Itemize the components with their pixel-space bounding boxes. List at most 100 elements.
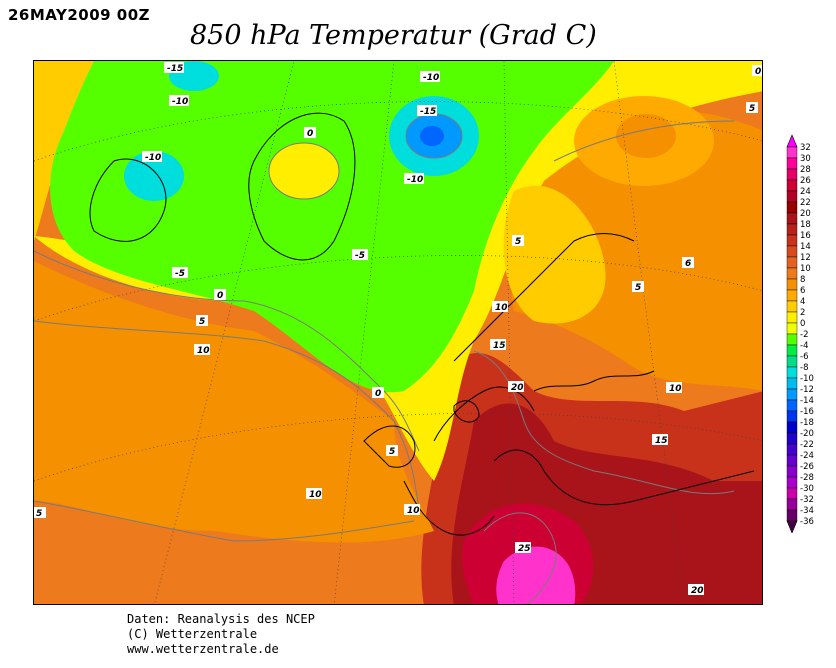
legend-label: 8 xyxy=(800,275,805,285)
contour-label: 5 xyxy=(34,507,46,519)
svg-text:0: 0 xyxy=(217,291,223,301)
legend-label: -30 xyxy=(800,484,814,494)
svg-text:10: 10 xyxy=(495,303,508,313)
svg-text:-10: -10 xyxy=(172,97,188,107)
footer-data-source: Daten: Reanalysis des NCEP xyxy=(127,612,315,626)
legend-label: -18 xyxy=(800,418,814,428)
contour-label: 0 xyxy=(304,127,316,139)
legend-swatch xyxy=(786,300,798,313)
legend-label: 12 xyxy=(800,253,811,263)
map-svg: -15 -10 -10 -15 -10 -10 0 -5 -5 0 5 10 0… xyxy=(34,61,762,604)
contour-label: 5 xyxy=(386,445,398,457)
legend-swatch xyxy=(786,487,798,500)
legend-swatch xyxy=(786,377,798,390)
legend-swatch xyxy=(786,267,798,280)
contour-label: -10 xyxy=(420,71,440,83)
svg-text:-15: -15 xyxy=(420,107,436,117)
legend-label: -24 xyxy=(800,451,814,461)
svg-text:25: 25 xyxy=(518,544,531,554)
legend-swatch xyxy=(786,234,798,247)
legend-label: -26 xyxy=(800,462,814,472)
legend-label: -12 xyxy=(800,385,814,395)
legend-label: 20 xyxy=(800,209,811,219)
contour-label: 10 xyxy=(492,301,508,313)
legend-swatch xyxy=(786,190,798,203)
temperature-map: -15 -10 -10 -15 -10 -10 0 -5 -5 0 5 10 0… xyxy=(33,60,763,605)
legend-swatch xyxy=(786,223,798,236)
legend-swatch xyxy=(786,322,798,335)
contour-label: -10 xyxy=(404,173,424,185)
legend-swatch xyxy=(786,289,798,302)
contour-label: -15 xyxy=(417,105,437,117)
contour-label: 0 xyxy=(214,289,226,301)
svg-text:0: 0 xyxy=(375,389,381,399)
legend-swatch xyxy=(786,410,798,423)
legend-swatch xyxy=(786,388,798,401)
legend-label: -36 xyxy=(800,517,814,527)
legend-label: -22 xyxy=(800,440,814,450)
legend-label: 30 xyxy=(800,154,811,164)
contour-label: 15 xyxy=(652,434,668,446)
contour-label: 20 xyxy=(508,381,524,393)
legend-label: 0 xyxy=(800,319,805,329)
field-scandinavia-yellow xyxy=(503,185,606,324)
contour-label: 20 xyxy=(688,584,704,596)
svg-text:-10: -10 xyxy=(423,73,439,83)
svg-text:5: 5 xyxy=(36,509,42,519)
legend-label: -6 xyxy=(800,352,808,362)
legend-swatch xyxy=(786,498,798,511)
contour-label: -5 xyxy=(172,267,188,279)
legend-arrow-down xyxy=(786,520,798,534)
field-west-orange xyxy=(34,261,434,543)
map-grid xyxy=(34,61,762,604)
svg-text:0: 0 xyxy=(307,129,313,139)
legend-label: 18 xyxy=(800,220,811,230)
legend-swatch xyxy=(786,421,798,434)
legend-label: 2 xyxy=(800,308,805,318)
legend-label: 26 xyxy=(800,176,811,186)
legend-label: -10 xyxy=(800,374,814,384)
contour-label: 5 xyxy=(632,281,644,293)
legend-label: 16 xyxy=(800,231,811,241)
svg-text:15: 15 xyxy=(655,436,668,446)
legend-svg: 32302826242220181614121086420-2-4-6-8-10… xyxy=(786,134,814,534)
contour-label-group: -15 -10 -10 -15 -10 -10 0 -5 -5 0 5 10 0… xyxy=(34,62,762,596)
legend-label: -8 xyxy=(800,363,808,373)
footer-website: www.wetterzentrale.de xyxy=(127,642,279,656)
legend-swatch xyxy=(786,179,798,192)
legend-swatch xyxy=(786,201,798,214)
svg-text:6: 6 xyxy=(685,259,691,269)
legend-swatch xyxy=(786,168,798,181)
legend-label: 10 xyxy=(800,264,811,274)
contour-label: 6 xyxy=(682,257,694,269)
legend-arrow-up xyxy=(786,134,798,148)
contour-label: -5 xyxy=(352,249,368,261)
legend-swatch xyxy=(786,355,798,368)
legend-label: -2 xyxy=(800,330,808,340)
legend-label: 4 xyxy=(800,297,805,307)
contour-label: 0 xyxy=(752,65,762,77)
legend-label: 6 xyxy=(800,286,805,296)
contour-label: 5 xyxy=(512,235,524,247)
svg-text:10: 10 xyxy=(197,346,210,356)
svg-text:-15: -15 xyxy=(167,64,183,74)
legend-label: -28 xyxy=(800,473,814,483)
legend-label: -34 xyxy=(800,506,814,516)
footer: Daten: Reanalysis des NCEP (C) Wetterzen… xyxy=(127,612,315,657)
contour-label: 10 xyxy=(404,504,420,516)
svg-text:-10: -10 xyxy=(145,153,161,163)
legend-swatch xyxy=(786,476,798,489)
contour-label: -10 xyxy=(169,95,189,107)
contour-label: 10 xyxy=(306,488,322,500)
legend-swatch xyxy=(786,454,798,467)
legend-swatch xyxy=(786,157,798,170)
contour-label: 5 xyxy=(196,315,208,327)
footer-copyright: (C) Wetterzentrale xyxy=(127,627,258,641)
legend-swatch xyxy=(786,245,798,258)
svg-text:5: 5 xyxy=(515,237,521,247)
legend-swatch xyxy=(786,333,798,346)
contour-label: -10 xyxy=(142,151,162,163)
legend-swatch xyxy=(786,443,798,456)
svg-text:0: 0 xyxy=(755,67,761,77)
contour-label: -15 xyxy=(164,62,184,74)
